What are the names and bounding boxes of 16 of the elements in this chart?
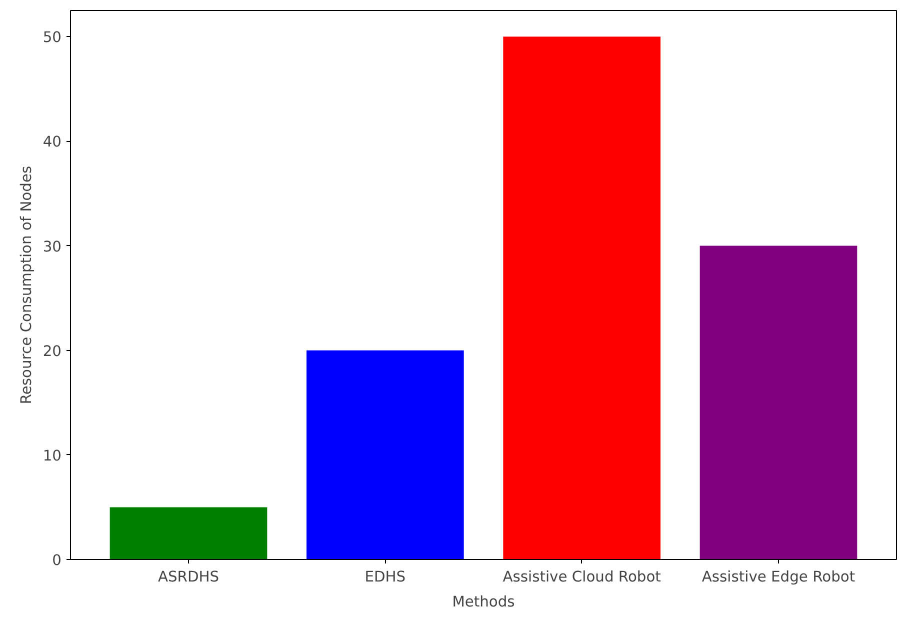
bar <box>110 507 268 560</box>
y-tick-label: 30 <box>42 238 62 256</box>
x-tick-label: EDHS <box>364 568 406 586</box>
bar <box>306 350 464 560</box>
x-tick-label: Assistive Cloud Robot <box>502 568 662 586</box>
x-tick-label: ASRDHS <box>158 568 220 586</box>
y-tick-label: 20 <box>42 342 62 360</box>
y-tick-label: 10 <box>42 447 62 464</box>
bar <box>700 246 858 560</box>
x-axis-title: Methods <box>452 594 515 610</box>
x-tick-label: Assistive Edge Robot <box>702 568 856 586</box>
bar <box>503 36 660 560</box>
y-axis-title: Resource Consumption of Nodes <box>18 166 35 404</box>
y-tick-label: 40 <box>42 134 62 151</box>
y-tick-label: 0 <box>52 552 62 569</box>
y-tick-label: 50 <box>42 29 62 46</box>
